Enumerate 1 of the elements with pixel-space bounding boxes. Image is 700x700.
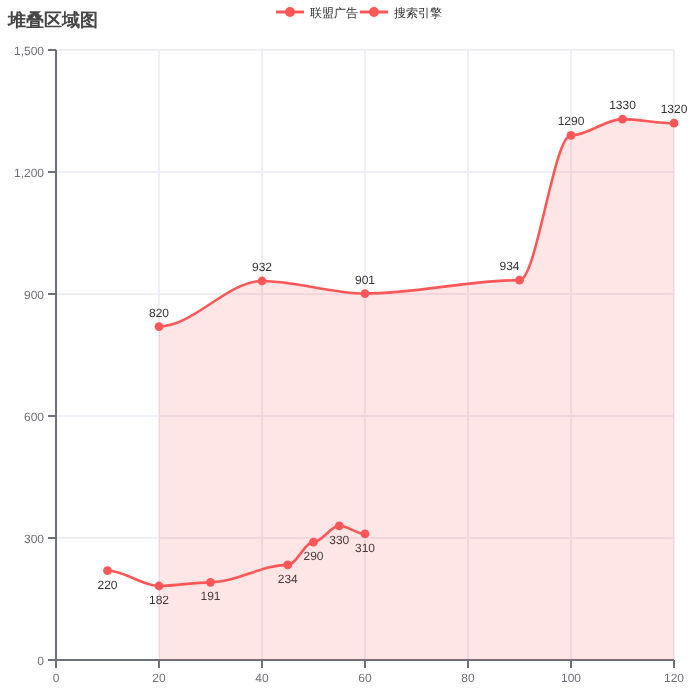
chart-title: 堆叠区域图 bbox=[6, 10, 98, 30]
